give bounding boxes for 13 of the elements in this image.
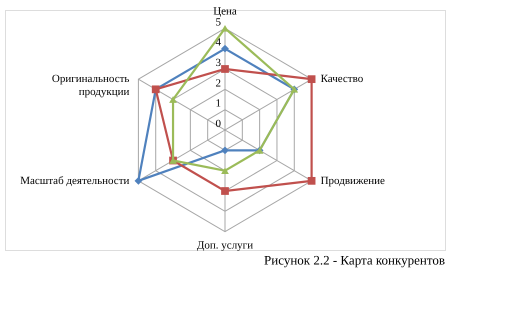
spoke-label: Цена <box>213 5 237 18</box>
y-tick-label: 1 <box>216 98 221 110</box>
spoke-label: Масштаб деятельности <box>20 174 130 187</box>
y-tick-label: 5 <box>216 16 222 28</box>
spoke-label: Продвижение <box>320 174 386 187</box>
spoke-label: Оригинальность продукции <box>52 73 130 98</box>
y-tick-label: 2 <box>216 77 221 90</box>
y-tick-label: 0 <box>216 118 222 130</box>
spoke-label: Доп. услуги <box>196 240 254 252</box>
spoke-label: Качество <box>320 73 364 86</box>
y-tick-label: 3 <box>216 56 222 69</box>
y-tick-label: 4 <box>216 36 222 49</box>
text: Рисунок 2.2 - Карта конкурентов <box>264 252 445 268</box>
